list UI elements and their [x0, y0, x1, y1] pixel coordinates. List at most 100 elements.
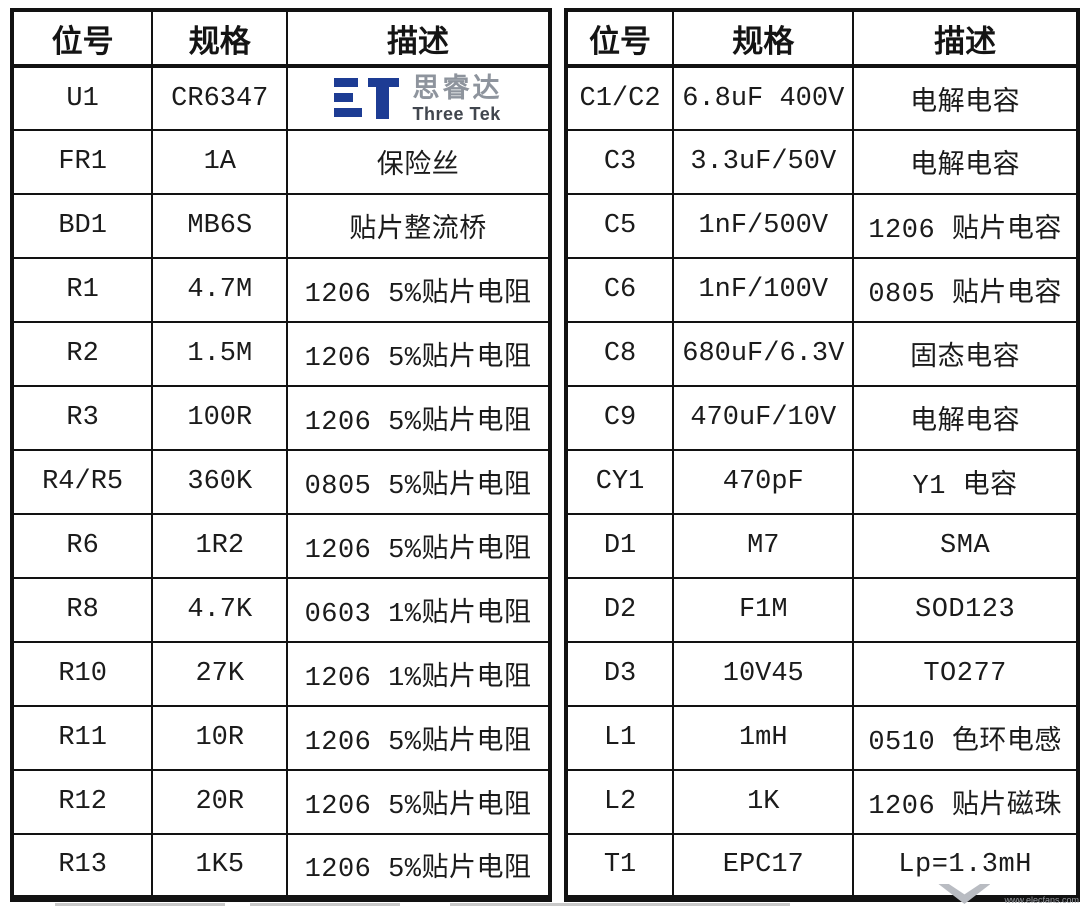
desc-cell: 1206 5%贴片电阻 [286, 257, 551, 323]
designator-cell: BD1 [10, 193, 154, 259]
spec-cell: 1A [151, 129, 289, 195]
desc-cell: 0510 色环电感 [852, 705, 1079, 771]
spec-cell: 6.8uF 400V [672, 65, 855, 131]
column-header-desc: 描述 [852, 9, 1079, 68]
desc-cell: 1206 贴片电容 [852, 193, 1079, 259]
designator-cell: D2 [564, 577, 675, 643]
table-row: C3 3.3uF/50V 电解电容 [564, 129, 1079, 195]
threetek-logo-text: 思睿达 Three Tek [412, 72, 503, 124]
table-row: T1 EPC17 Lp=1.3mH [564, 833, 1079, 899]
designator-cell: C9 [564, 385, 675, 451]
threetek-logo-icon [333, 78, 400, 119]
desc-cell: 1206 5%贴片电阻 [286, 833, 551, 899]
desc-cell: 1206 5%贴片电阻 [286, 385, 551, 451]
brand-name-chinese: 思睿达 [412, 72, 503, 103]
desc-cell: 1206 5%贴片电阻 [286, 513, 551, 579]
table-row: R4/R5 360K 0805 5%贴片电阻 [10, 449, 551, 515]
table-row: D1 M7 SMA [564, 513, 1079, 579]
desc-cell: 1206 贴片磁珠 [852, 769, 1079, 835]
desc-cell: 1206 5%贴片电阻 [286, 769, 551, 835]
spec-cell: MB6S [151, 193, 289, 259]
table-row: R10 27K 1206 1%贴片电阻 [10, 641, 551, 707]
designator-cell: R1 [10, 257, 154, 323]
desc-cell: 1206 1%贴片电阻 [286, 641, 551, 707]
spec-cell: 4.7K [151, 577, 289, 643]
desc-cell: 电解电容 [852, 385, 1079, 451]
spec-cell: 1.5M [151, 321, 289, 387]
watermark-url: www.elecfans.com [1004, 895, 1079, 906]
spec-cell: F1M [672, 577, 855, 643]
table-row: R13 1K5 1206 5%贴片电阻 [10, 833, 551, 899]
spec-cell: 27K [151, 641, 289, 707]
designator-cell: C8 [564, 321, 675, 387]
scan-artifact-line [55, 903, 225, 906]
column-header-designator: 位号 [10, 9, 154, 68]
desc-cell: Y1 电容 [852, 449, 1079, 515]
table-row: R1 4.7M 1206 5%贴片电阻 [10, 257, 551, 323]
designator-cell: FR1 [10, 129, 154, 195]
table-row: CY1 470pF Y1 电容 [564, 449, 1079, 515]
desc-cell: 思睿达 Three Tek [286, 65, 551, 131]
table-row: U1 CR6347 思睿达 Three Tek [10, 65, 551, 131]
spec-cell: 4.7M [151, 257, 289, 323]
designator-cell: R10 [10, 641, 154, 707]
table-row: L1 1mH 0510 色环电感 [564, 705, 1079, 771]
header-row: 位号 规格 描述 [10, 9, 551, 68]
threetek-logo: 思睿达 Three Tek [290, 72, 545, 124]
designator-cell: R11 [10, 705, 154, 771]
desc-cell: TO277 [852, 641, 1079, 707]
designator-cell: C6 [564, 257, 675, 323]
column-header-desc: 描述 [286, 9, 551, 68]
spec-cell: 1K [672, 769, 855, 835]
spec-cell: 1mH [672, 705, 855, 771]
spec-cell: EPC17 [672, 833, 855, 899]
desc-cell: SOD123 [852, 577, 1079, 643]
elecfans-chevron-icon [938, 884, 991, 904]
desc-cell: 固态电容 [852, 321, 1079, 387]
designator-cell: CY1 [564, 449, 675, 515]
designator-cell: L1 [564, 705, 675, 771]
table-row: R3 100R 1206 5%贴片电阻 [10, 385, 551, 451]
spec-cell: 1nF/100V [672, 257, 855, 323]
designator-cell: R13 [10, 833, 154, 899]
column-header-spec: 规格 [151, 9, 289, 68]
table-row: R8 4.7K 0603 1%贴片电阻 [10, 577, 551, 643]
designator-cell: R3 [10, 385, 154, 451]
column-header-spec: 规格 [672, 9, 855, 68]
bom-table-left: 位号 规格 描述 U1 CR6347 思睿达 Three Tek FR1 1A 保险丝 BD1… [10, 8, 552, 902]
desc-cell: 1206 5%贴片电阻 [286, 705, 551, 771]
table-row: FR1 1A 保险丝 [10, 129, 551, 195]
designator-cell: D3 [564, 641, 675, 707]
desc-cell: 电解电容 [852, 129, 1079, 195]
designator-cell: U1 [10, 65, 154, 131]
spec-cell: 10R [151, 705, 289, 771]
spec-cell: 100R [151, 385, 289, 451]
designator-cell: T1 [564, 833, 675, 899]
designator-cell: R8 [10, 577, 154, 643]
table-row: R2 1.5M 1206 5%贴片电阻 [10, 321, 551, 387]
designator-cell: C1/C2 [564, 65, 675, 131]
designator-cell: R2 [10, 321, 154, 387]
desc-cell: 保险丝 [286, 129, 551, 195]
watermark: www.elecfans.com [938, 884, 1079, 907]
desc-cell: 贴片整流桥 [286, 193, 551, 259]
designator-cell: R12 [10, 769, 154, 835]
spec-cell: 20R [151, 769, 289, 835]
designator-cell: R4/R5 [10, 449, 154, 515]
spec-cell: 1nF/500V [672, 193, 855, 259]
spec-cell: 680uF/6.3V [672, 321, 855, 387]
table-row: C9 470uF/10V 电解电容 [564, 385, 1079, 451]
header-row: 位号 规格 描述 [564, 9, 1079, 68]
desc-cell: SMA [852, 513, 1079, 579]
table-row: C5 1nF/500V 1206 贴片电容 [564, 193, 1079, 259]
spec-cell: M7 [672, 513, 855, 579]
brand-name-english: Three Tek [412, 103, 501, 124]
designator-cell: R6 [10, 513, 154, 579]
spec-cell: 1K5 [151, 833, 289, 899]
desc-cell: 电解电容 [852, 65, 1079, 131]
designator-cell: D1 [564, 513, 675, 579]
spec-cell: 470pF [672, 449, 855, 515]
table-row: R12 20R 1206 5%贴片电阻 [10, 769, 551, 835]
table-row: C1/C2 6.8uF 400V 电解电容 [564, 65, 1079, 131]
